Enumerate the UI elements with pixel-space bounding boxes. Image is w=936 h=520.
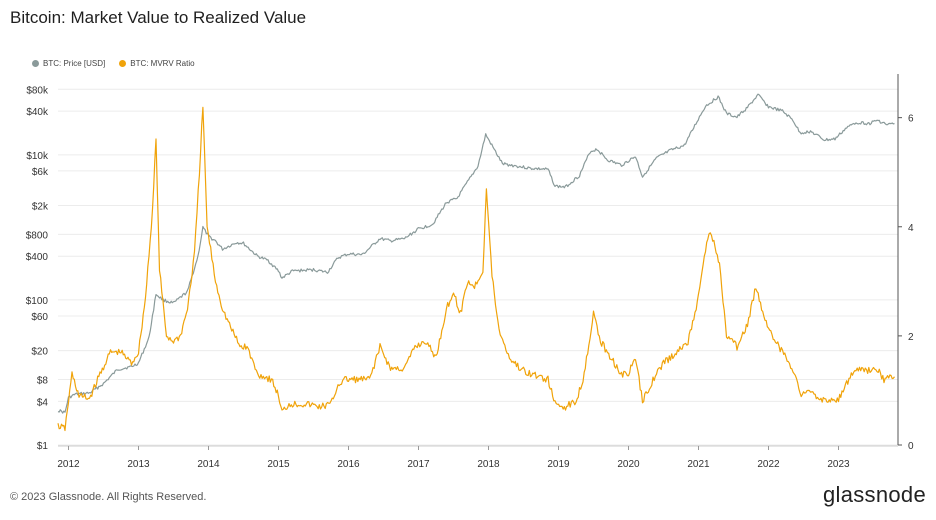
mvrv-series-line bbox=[57, 106, 895, 432]
legend-price-dot bbox=[32, 60, 39, 67]
y-left-tick-label: $8 bbox=[37, 375, 49, 386]
legend-item-price[interactable]: BTC: Price [USD] bbox=[32, 59, 105, 68]
chart-title: Bitcoin: Market Value to Realized Value bbox=[10, 8, 307, 27]
y-right-tick-label: 0 bbox=[908, 441, 914, 452]
x-tick-label: 2020 bbox=[617, 459, 640, 470]
chart-legend: BTC: Price [USD] BTC: MVRV Ratio bbox=[32, 59, 195, 68]
x-tick-label: 2013 bbox=[127, 459, 150, 470]
y-left-tick-label: $4 bbox=[37, 397, 49, 408]
x-tick-label: 2014 bbox=[197, 459, 220, 470]
x-tick-label: 2012 bbox=[57, 459, 80, 470]
copyright-text: © 2023 Glassnode. All Rights Reserved. bbox=[10, 491, 207, 503]
y-left-tick-label: $100 bbox=[26, 296, 49, 307]
y-left-tick-label: $2k bbox=[32, 202, 49, 213]
price-series-line bbox=[57, 93, 895, 414]
y-right-tick-label: 4 bbox=[908, 223, 914, 234]
x-tick-label: 2018 bbox=[477, 459, 500, 470]
y-left-tick-label: $40k bbox=[26, 107, 49, 118]
y-left-tick-label: $60 bbox=[31, 312, 48, 323]
chart-grid bbox=[58, 88, 898, 446]
chart-series bbox=[57, 93, 895, 432]
y-left-tick-label: $80k bbox=[26, 85, 49, 96]
x-tick-label: 2022 bbox=[757, 459, 780, 470]
y-left-tick-label: $800 bbox=[26, 230, 49, 241]
legend-item-mvrv[interactable]: BTC: MVRV Ratio bbox=[119, 59, 195, 68]
y-left-tick-label: $400 bbox=[26, 252, 49, 263]
x-tick-label: 2021 bbox=[687, 459, 710, 470]
chart-axes: $1 $4 $8 $20 $60 $100 $400 $800 $2k $6k $10k $40k $8… bbox=[26, 74, 914, 470]
glassnode-logo: glassnode bbox=[823, 482, 926, 507]
x-tick-label: 2015 bbox=[267, 459, 290, 470]
y-left-tick-label: $1 bbox=[37, 441, 49, 452]
y-left-tick-label: $10k bbox=[26, 151, 49, 162]
y-left-tick-label: $6k bbox=[32, 167, 49, 178]
y-right-tick-label: 6 bbox=[908, 114, 914, 125]
y-right-tick-label: 2 bbox=[908, 332, 914, 343]
y-left-tick-label: $20 bbox=[31, 347, 48, 358]
legend-mvrv-label: BTC: MVRV Ratio bbox=[130, 59, 195, 68]
x-tick-label: 2023 bbox=[827, 459, 850, 470]
x-tick-label: 2019 bbox=[547, 459, 570, 470]
legend-mvrv-dot bbox=[119, 60, 127, 67]
x-tick-label: 2016 bbox=[337, 459, 360, 470]
x-tick-label: 2017 bbox=[407, 459, 430, 470]
legend-price-label: BTC: Price [USD] bbox=[43, 59, 106, 68]
